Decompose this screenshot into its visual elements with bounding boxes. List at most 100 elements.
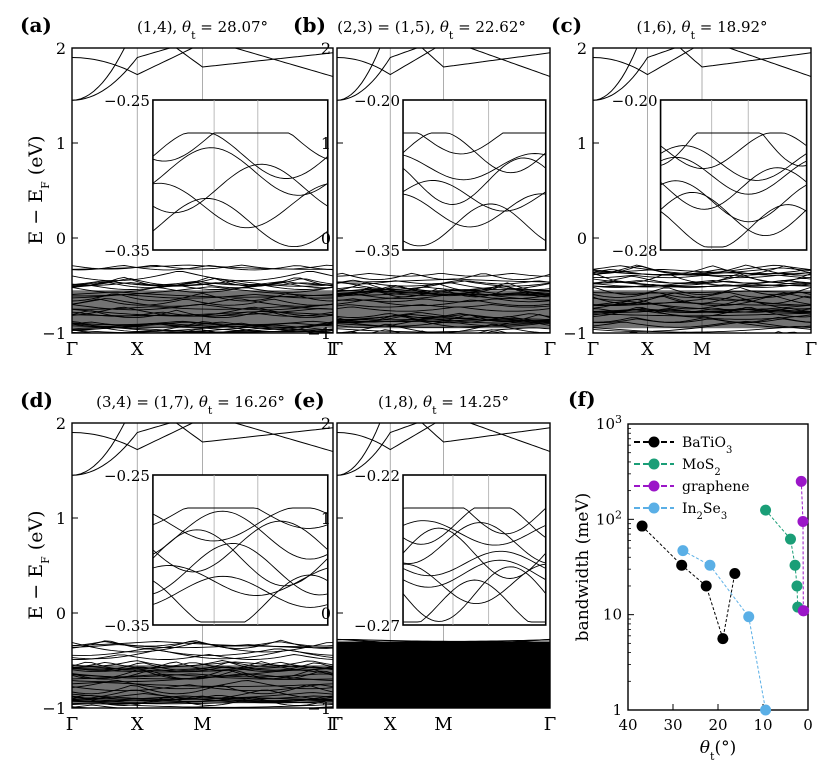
ytick-label: 2: [56, 39, 66, 58]
inset-band: [152, 163, 329, 214]
panel-label: (d): [20, 388, 53, 412]
valence-band: [72, 642, 333, 653]
inset-top-label: −0.20: [612, 92, 658, 110]
valence-band: [593, 264, 811, 275]
conduction-band: [337, 423, 550, 476]
panel-title: (3,4) = (1,7), θt = 16.26°: [96, 393, 285, 417]
inset-frame: [402, 474, 547, 626]
inset-bottom-label: −0.35: [354, 242, 400, 260]
inset-band: [152, 565, 328, 596]
conduction-band: [72, 423, 333, 476]
f-xtick-label: 20: [708, 716, 727, 734]
panel-label: (f): [568, 387, 596, 411]
kpoint-label: Γ: [544, 714, 557, 735]
inset-band: [660, 145, 807, 181]
ytick-label: 1: [56, 134, 66, 153]
panel-title: (1,8), θt = 14.25°: [378, 393, 509, 417]
valence-fill: [593, 290, 811, 329]
kpoint-label: Γ: [66, 339, 79, 360]
valence-fill: [337, 641, 550, 708]
series-BaTiO3: [636, 520, 741, 645]
panel-title: (1,4), θt = 28.07°: [137, 18, 268, 42]
valence-band: [593, 275, 811, 285]
kpoint-label: Γ: [327, 714, 340, 735]
conduction-band: [337, 48, 550, 101]
conduction-band: [72, 48, 333, 101]
inset-band: [152, 574, 329, 623]
inset-frame: [152, 99, 329, 251]
kpoint-label: M: [434, 714, 452, 735]
kpoint-label: Γ: [331, 339, 344, 360]
kpoint-label: X: [384, 339, 397, 360]
valence-fill: [72, 290, 333, 329]
panel-title: (2,3) = (1,5), θt = 22.62°: [337, 18, 526, 42]
valence-band: [337, 335, 550, 337]
inset-band: [402, 550, 546, 577]
f-ylabel: bandwidth (meV): [573, 493, 593, 642]
inset-band: [152, 542, 328, 596]
data-point: [717, 633, 729, 645]
inset-band: [402, 153, 546, 181]
kpoint-label: M: [193, 339, 211, 360]
inset-frame: [402, 99, 547, 251]
kpoint-label: Γ: [66, 714, 79, 735]
data-point: [676, 559, 688, 571]
legend-label: In2Se3: [682, 501, 727, 522]
series-MoS2: [760, 504, 804, 613]
ytick-label: −1: [307, 324, 331, 343]
ytick-label: 2: [577, 39, 587, 58]
ytick-label: 0: [56, 604, 66, 623]
inset-bottom-label: −0.28: [612, 242, 658, 260]
valence-band: [72, 264, 333, 270]
ytick-label: 1: [321, 509, 331, 528]
valence-band: [337, 710, 550, 713]
legend-marker: [648, 436, 660, 448]
inset-band: [152, 182, 328, 229]
kpoint-label: Γ: [331, 714, 344, 735]
conduction-band: [593, 48, 811, 101]
valence-band: [337, 278, 550, 283]
data-point: [784, 533, 796, 545]
kpoint-label: X: [131, 714, 144, 735]
legend-marker: [648, 502, 660, 514]
inset-bottom-label: −0.35: [104, 242, 150, 260]
conduction-band: [72, 423, 333, 476]
valence-band: [337, 638, 550, 642]
inset-band: [152, 529, 329, 587]
legend-label: MoS2: [682, 457, 721, 478]
band-lines: [72, 423, 333, 713]
valence-band: [72, 284, 333, 290]
inset-band: [402, 179, 546, 212]
data-point: [760, 704, 772, 716]
ytick-label: 2: [321, 414, 331, 433]
inset-band: [660, 204, 807, 248]
f-ytick-label: 10: [603, 606, 622, 624]
f-xtick-label: 30: [663, 716, 682, 734]
data-point: [760, 504, 772, 516]
series-line: [765, 509, 799, 608]
band-ylabel: E − EF (eV): [25, 510, 52, 619]
valence-band: [72, 280, 333, 287]
conduction-band: [72, 48, 333, 101]
kpoint-label: M: [434, 339, 452, 360]
valence-band: [72, 709, 333, 713]
f-xlabel: θt(°): [700, 738, 736, 763]
kpoint-label: Γ: [544, 339, 557, 360]
ytick-label: 0: [577, 229, 587, 248]
series-In2Se3: [677, 545, 772, 716]
valence-band: [72, 709, 333, 713]
ytick-label: 0: [321, 229, 331, 248]
panel-label: (c): [551, 13, 582, 37]
inset-band: [152, 507, 328, 529]
inset-band: [660, 156, 807, 195]
f-ytick-label: 103: [596, 413, 622, 434]
valence-band: [593, 280, 811, 286]
valence-band: [72, 654, 333, 660]
inset-band: [660, 191, 807, 237]
ytick-label: −1: [42, 699, 66, 718]
inset-bottom-label: −0.35: [104, 617, 150, 635]
ytick-label: −1: [563, 324, 587, 343]
inset-band: [403, 579, 546, 623]
inset-top-label: −0.20: [354, 92, 400, 110]
